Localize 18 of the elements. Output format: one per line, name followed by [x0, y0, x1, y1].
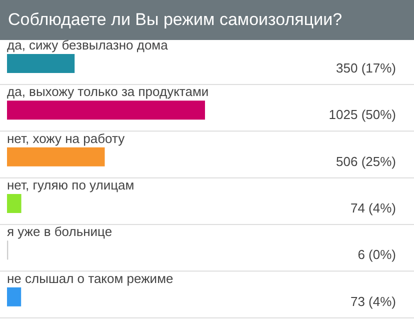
data-label: 74 (4%)	[350, 200, 396, 216]
y-tick-label: я уже в больнице	[7, 224, 112, 240]
data-label: 73 (4%)	[350, 294, 396, 309]
data-label: 350 (17%)	[336, 60, 396, 76]
bar	[7, 54, 75, 73]
y-tick-label: не слышал о таком режиме	[7, 270, 174, 286]
bar	[7, 287, 22, 306]
bar	[7, 194, 22, 213]
y-tick-label: нет, гуляю по улицам	[7, 178, 134, 192]
data-label: 506 (25%)	[336, 154, 396, 169]
y-tick-label: нет, хожу на работу	[7, 130, 126, 146]
y-tick-label: да, выхожу только за продуктами	[7, 84, 209, 100]
chart-title: Соблюдаете ли Вы режим самоизоляции?	[8, 10, 342, 29]
data-label: 6 (0%)	[358, 247, 396, 262]
data-label: 1025 (50%)	[328, 107, 396, 122]
bar	[7, 147, 105, 166]
bar	[7, 100, 205, 120]
y-tick-label: да, сижу безвылазно дома	[7, 38, 169, 52]
